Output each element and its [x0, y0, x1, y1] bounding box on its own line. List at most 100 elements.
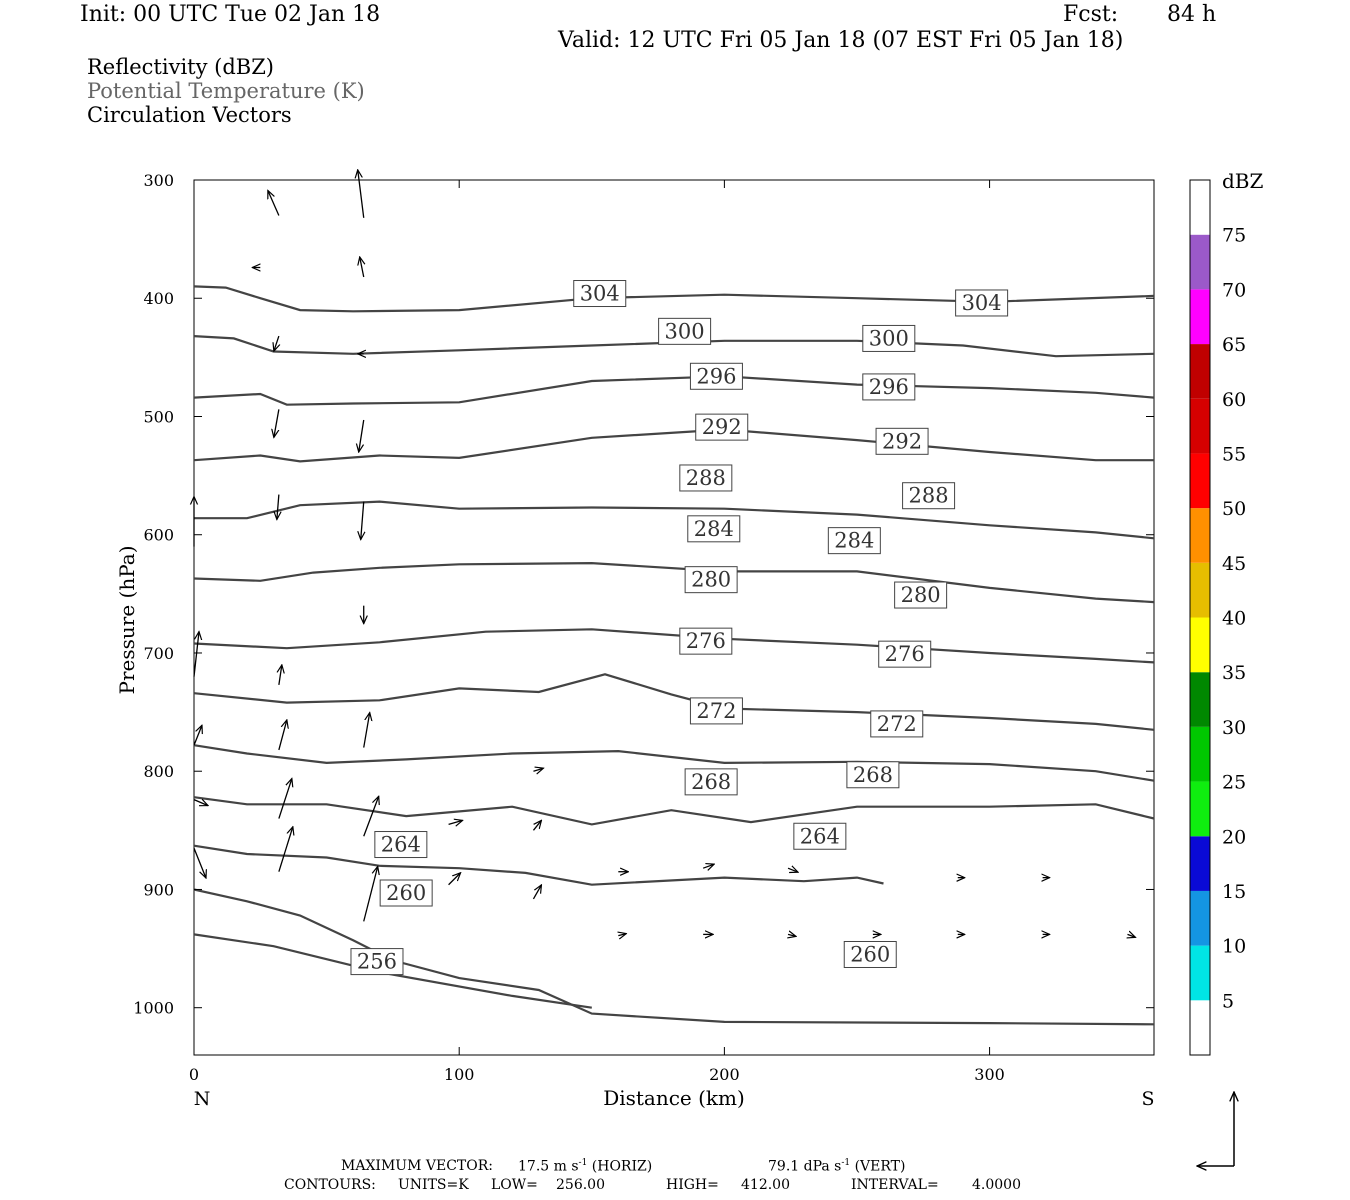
contour-label-text: 296 [869, 375, 909, 399]
colorbar-segment [1190, 398, 1210, 454]
contour-label-280: 280 [894, 581, 948, 609]
contour-label-text: 292 [702, 415, 742, 439]
colorbar-label: 25 [1222, 772, 1246, 794]
wind-vector [278, 827, 293, 872]
field-vectors: Circulation Vectors [87, 103, 292, 127]
endpoint-south: S [1141, 1088, 1154, 1110]
colorbar-label: 60 [1222, 389, 1246, 411]
colorbar-label: 40 [1222, 608, 1246, 630]
wind-vector [363, 866, 378, 922]
wind-vector [618, 934, 626, 936]
y-tick-label: 800 [143, 762, 174, 781]
vert-exp: -1 [841, 1158, 851, 1168]
contour-label-text: 276 [686, 629, 726, 653]
contour-label-box [902, 482, 956, 510]
contour-label-box [679, 464, 733, 492]
colorbar-label: 65 [1222, 334, 1246, 356]
max-horiz: 17.5 m s [518, 1158, 579, 1175]
isentrope-292-3 [193, 428, 1154, 463]
contour-label-304: 304 [573, 280, 627, 308]
contour-label-text: 284 [834, 529, 874, 553]
wind-vector [274, 409, 280, 437]
y-tick-label: 500 [143, 407, 174, 426]
x-tick-label: 100 [444, 1065, 475, 1084]
contours-units: UNITS=K [398, 1177, 469, 1193]
contour-label-box [573, 280, 627, 308]
isentrope-272-8 [193, 744, 1155, 782]
y-tick-label: 400 [143, 289, 174, 308]
contours-label: CONTOURS: [284, 1177, 376, 1193]
colorbar-segment [1190, 617, 1210, 673]
wind-vector [533, 768, 543, 771]
contour-label-304: 304 [955, 289, 1009, 317]
wind-vector [787, 868, 798, 872]
contour-label-292: 292 [875, 427, 929, 455]
colorbar-label: 35 [1222, 662, 1246, 684]
colorbar-label: 15 [1222, 881, 1246, 903]
colorbar-label: 5 [1222, 990, 1234, 1012]
contour-label-text: 300 [869, 326, 909, 350]
colorbar-segment [1190, 836, 1210, 891]
colorbar-label: 50 [1222, 498, 1246, 520]
wind-vector [358, 170, 365, 218]
plot-frame [193, 179, 1155, 1056]
contour-label-264: 264 [793, 822, 847, 850]
wind-vector [193, 632, 199, 677]
wind-vector [278, 720, 287, 751]
reference-vector-icon [1197, 1092, 1234, 1166]
isentrope-284-5 [193, 561, 1155, 604]
wind-vector [788, 934, 796, 936]
max-vector-label: MAXIMUM VECTOR: [341, 1158, 493, 1174]
contour-label-text: 268 [691, 770, 731, 794]
colorbar-segment [1190, 562, 1210, 618]
init-time: Init: 00 UTC Tue 02 Jan 18 [80, 2, 381, 27]
contour-label-280: 280 [684, 566, 738, 594]
contour-label-text: 280 [691, 568, 731, 592]
contour-label-text: 260 [386, 881, 426, 905]
contours-low-value: 256.00 [556, 1177, 605, 1193]
contour-label-text: 300 [665, 319, 705, 343]
y-axis-label: Pressure (hPa) [115, 546, 139, 695]
colorbar-segment [1190, 180, 1210, 235]
wind-vector [532, 885, 541, 900]
contour-label-box [870, 710, 924, 738]
y-tick-label: 900 [143, 880, 174, 899]
contours-low-label: LOW= [491, 1177, 538, 1193]
contour-label-text: 304 [580, 282, 620, 306]
fcst-value: 84 h [1167, 2, 1217, 27]
colorbar-segment [1190, 890, 1210, 946]
contour-label-text: 268 [853, 763, 893, 787]
contours-interval-value: 4.0000 [972, 1177, 1021, 1193]
colorbar-segment [1190, 234, 1210, 290]
contour-label-box [687, 515, 741, 543]
isentrope-300-1 [193, 335, 1155, 358]
contour-label-260: 260 [843, 940, 897, 968]
isentrope-296-2 [193, 375, 1155, 406]
contour-label-text: 288 [909, 484, 949, 508]
contour-label-box [846, 761, 900, 789]
contour-label-300: 300 [862, 324, 916, 352]
contour-label-268: 268 [846, 761, 900, 789]
wind-vector [1127, 934, 1135, 937]
max-vert: 79.1 dPa s [768, 1158, 842, 1175]
contours-high-value: 412.00 [741, 1177, 790, 1193]
vert-unit: (VERT) [854, 1158, 906, 1175]
colorbar-label: 55 [1222, 443, 1246, 465]
isentrope-264-10 [193, 844, 884, 886]
isentrope-276-7 [193, 673, 1155, 731]
wind-vector [532, 820, 541, 831]
wind-vector [277, 494, 279, 520]
contour-label-text: 264 [381, 833, 421, 857]
contour-label-box [679, 627, 733, 655]
colorbar-segment [1190, 945, 1210, 1001]
contour-label-268: 268 [684, 768, 738, 796]
wind-vector [278, 779, 292, 819]
y-tick-label: 600 [143, 526, 174, 545]
wind-vector [279, 665, 282, 685]
colorbar-label: 20 [1222, 826, 1246, 848]
wind-vector [361, 501, 364, 540]
y-tick-label: 300 [143, 171, 174, 190]
isentrope-304-0 [193, 285, 1155, 313]
contour-label-box [862, 373, 916, 401]
field-theta: Potential Temperature (K) [87, 79, 365, 103]
